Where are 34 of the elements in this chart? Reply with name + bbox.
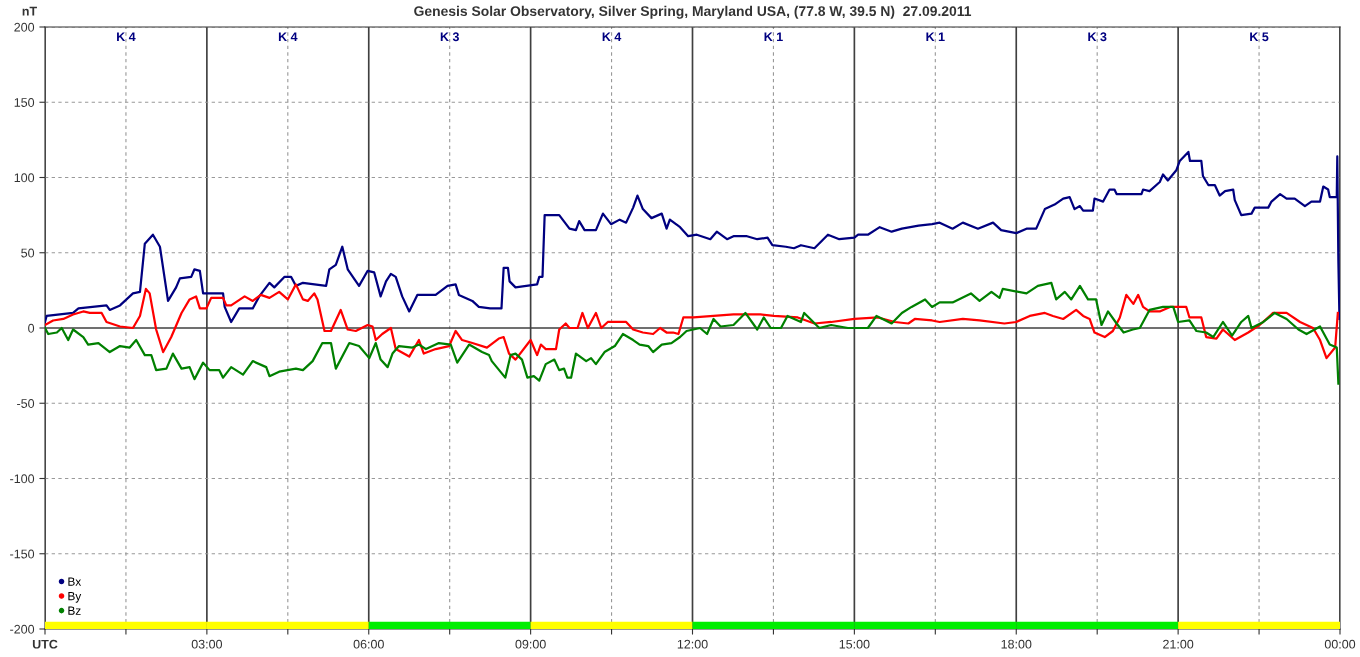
y-tick-label: 100 bbox=[14, 173, 35, 183]
x-tick-label: 00:00 bbox=[1324, 639, 1356, 649]
y-tick-label: -50 bbox=[17, 399, 35, 408]
line-series bbox=[45, 283, 1339, 361]
annotation: K 4 bbox=[602, 32, 622, 42]
annotation: K 3 bbox=[1088, 32, 1107, 42]
x-tick-label: 15:00 bbox=[839, 639, 870, 649]
x-tick-label: 03:00 bbox=[191, 639, 223, 649]
y-tick-label: 50 bbox=[21, 248, 35, 258]
y-tick-label: 150 bbox=[14, 98, 35, 107]
annotation: K 1 bbox=[926, 32, 945, 42]
x-tick-label: 18:00 bbox=[1001, 639, 1032, 649]
y-tick-label: 200 bbox=[14, 22, 35, 32]
chart-title: Genesis Solar Observatory, Silver Spring, Maryland USA, (77.8 W, 39.5 N) 27.09.2011 bbox=[414, 5, 972, 19]
line-series bbox=[45, 281, 1340, 385]
x-tick-label: 21:00 bbox=[1163, 639, 1194, 649]
annotation: K 5 bbox=[1250, 32, 1269, 42]
legend-label: Bz bbox=[68, 606, 81, 615]
line-series bbox=[45, 150, 1340, 324]
y-axis-title: nT bbox=[22, 6, 37, 16]
y-tick-label: 0 bbox=[28, 323, 35, 333]
legend-label: Bx bbox=[68, 577, 82, 586]
x-tick-label: 12:00 bbox=[677, 639, 708, 649]
x-tick-label: 06:00 bbox=[353, 639, 384, 649]
y-tick-label: -150 bbox=[10, 549, 35, 559]
y-tick-label: -200 bbox=[10, 624, 35, 634]
x-tick-label: 09:00 bbox=[515, 639, 546, 649]
y-tick-label: -100 bbox=[10, 474, 35, 484]
annotation: K 1 bbox=[764, 32, 783, 42]
annotation: K 4 bbox=[278, 32, 298, 42]
legend-label: By bbox=[68, 592, 82, 603]
annotation: K 4 bbox=[117, 32, 136, 42]
x-tick-label: UTC bbox=[32, 639, 58, 649]
annotation: K 3 bbox=[440, 32, 459, 42]
